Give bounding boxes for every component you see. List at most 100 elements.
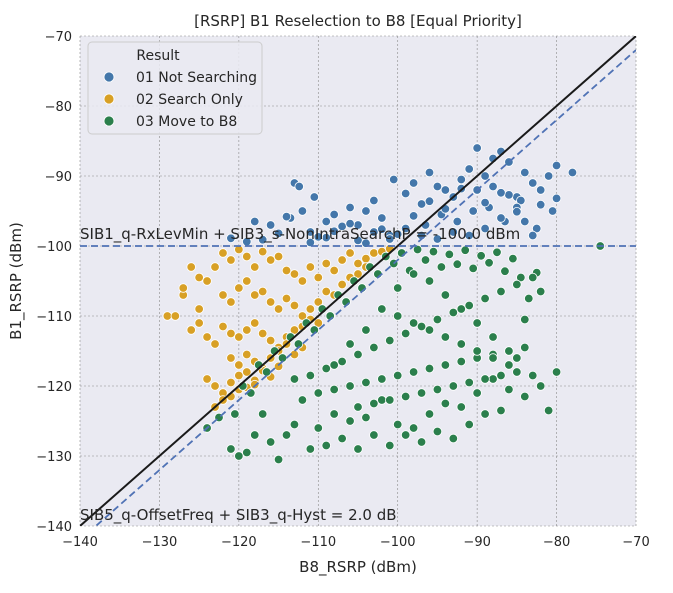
scatter-point	[329, 360, 339, 370]
scatter-point	[242, 447, 252, 458]
scatter-point	[210, 339, 220, 349]
x-tick-label: −70	[622, 535, 649, 550]
scatter-point	[528, 178, 538, 188]
scatter-point	[464, 164, 474, 174]
scatter-point	[305, 444, 316, 454]
offset-line	[94, 49, 636, 526]
scatter-point	[551, 160, 562, 171]
scatter-point	[281, 211, 292, 222]
scatter-point	[416, 388, 427, 398]
scatter-point	[305, 262, 316, 272]
scatter-point	[456, 174, 466, 185]
x-axis-label: B8_RSRP (dBm)	[299, 558, 417, 577]
scatter-point	[234, 451, 244, 461]
scatter-point	[424, 167, 435, 178]
scatter-point	[480, 293, 490, 304]
scatter-point	[468, 263, 478, 274]
scatter-point	[408, 178, 419, 188]
scatter-point	[313, 388, 323, 398]
scatter-point	[385, 234, 395, 244]
scatter-point	[496, 213, 506, 223]
scatter-point	[369, 342, 379, 353]
scatter-point	[329, 384, 339, 395]
reference-lines	[80, 36, 636, 526]
scatter-point	[412, 244, 423, 255]
scatter-point	[535, 286, 546, 297]
scatter-point	[369, 248, 379, 258]
scatter-point	[321, 286, 331, 297]
scatter-point	[289, 374, 300, 384]
scatter-point	[329, 209, 339, 220]
scatter-point	[520, 342, 530, 353]
scatter-point	[226, 255, 236, 265]
scatter-point	[226, 377, 236, 388]
scatter-point	[480, 197, 490, 208]
scatter-point	[329, 226, 339, 237]
scatter-point	[297, 206, 308, 216]
scatter-point	[504, 360, 514, 370]
scatter-point	[400, 188, 411, 199]
scatter-point	[305, 370, 316, 381]
y-tick-label: −100	[36, 240, 72, 255]
scatter-point	[452, 259, 462, 269]
x-tick-label: −100	[380, 535, 416, 550]
scatter-point	[305, 227, 316, 237]
scatter-point	[361, 377, 371, 388]
scatter-point	[551, 193, 562, 204]
y-tick-label: −140	[36, 520, 72, 535]
scatter-point	[400, 223, 411, 234]
legend-marker	[103, 115, 115, 127]
scatter-point	[424, 325, 435, 335]
scatter-point	[321, 363, 331, 374]
scatter-point	[210, 262, 220, 272]
scatter-point	[500, 266, 510, 276]
scatter-point	[218, 321, 228, 332]
scatter-point	[309, 192, 320, 202]
scatter-point	[305, 304, 316, 314]
scatter-point	[464, 300, 474, 311]
scatter-point	[313, 318, 323, 328]
scatter-point	[202, 276, 212, 286]
scatter-point	[400, 391, 411, 402]
scatter-point	[289, 325, 300, 335]
scatter-point	[464, 377, 474, 388]
scatter-point	[512, 367, 522, 377]
scatter-point	[448, 307, 459, 318]
scatter-point	[281, 265, 292, 276]
scatter-point	[337, 255, 347, 265]
scatter-point	[464, 419, 474, 430]
scatter-point	[186, 262, 196, 272]
scatter-point	[345, 218, 355, 229]
scatter-point	[520, 216, 530, 227]
scatter-point	[321, 258, 331, 269]
scatter-point	[532, 223, 542, 234]
scatter-point	[273, 304, 284, 314]
scatter-point	[393, 370, 403, 381]
scatter-point	[202, 374, 212, 384]
scatter-point	[353, 402, 363, 412]
scatter-point	[512, 206, 522, 217]
scatter-point	[377, 213, 387, 223]
scatter-point	[353, 444, 363, 454]
threshold-annotation: SIB1_q-RxLevMin + SIB3_s-NonIntraSearchP…	[80, 225, 520, 244]
scatter-point	[440, 332, 451, 342]
scatter-point	[218, 290, 228, 300]
scatter-point	[393, 311, 403, 321]
scatter-point	[472, 388, 482, 398]
scatter-point	[321, 440, 331, 451]
scatter-point	[353, 258, 363, 269]
scatter-point	[345, 381, 355, 391]
scatter-point	[504, 190, 514, 200]
scatter-point	[488, 374, 498, 384]
scatter-point	[297, 311, 308, 321]
scatter-point	[393, 419, 403, 430]
scatter-point	[242, 367, 252, 377]
scatter-point	[257, 246, 268, 257]
scatter-point	[460, 245, 470, 255]
scatter-point	[281, 293, 292, 304]
scatter-point	[488, 353, 498, 363]
scatter-point	[520, 314, 530, 325]
scatter-point	[273, 251, 284, 262]
scatter-point	[265, 437, 276, 447]
